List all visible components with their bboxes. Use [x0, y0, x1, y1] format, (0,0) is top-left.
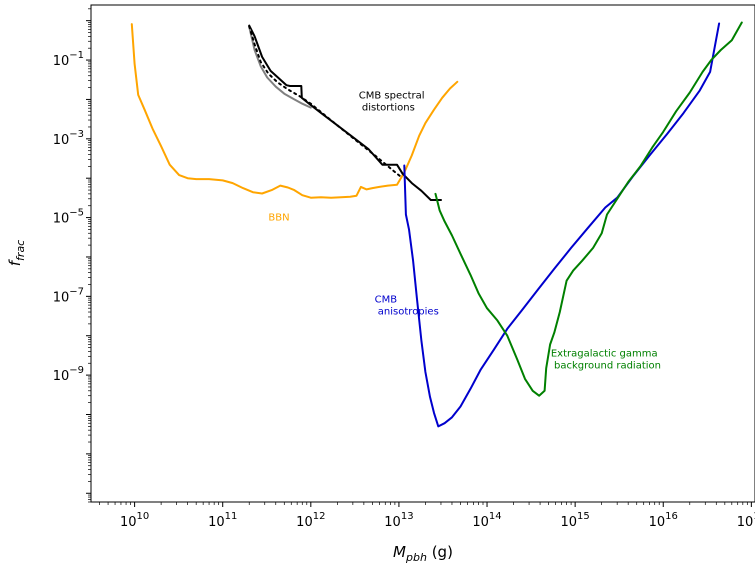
series-line-extragalactic-gamma — [434, 21, 743, 397]
y-tick-label: 10−7 — [53, 286, 84, 305]
x-tick-label: 1015 — [560, 511, 589, 530]
y-tick-label: 10−5 — [53, 208, 84, 227]
annotation-cmb-anisotropies: CMB anisotropies — [375, 294, 439, 317]
annotation-extragalactic-gamma: Extragalactic gamma background radiation — [551, 348, 661, 371]
series-line-cmb-spectral-gray — [248, 25, 312, 109]
x-axis-label: Mpbh (g) — [393, 543, 453, 564]
x-tick-label: 1011 — [208, 511, 237, 530]
x-tick-label: 1016 — [649, 511, 678, 530]
y-axis: 10−1 10−3 10−5 10−7 10−9 — [53, 8, 91, 503]
x-tick-label: 1017 — [737, 511, 755, 530]
series-line-cmb-anisotropies — [403, 22, 721, 428]
annotation-bbn: BBN — [268, 212, 289, 223]
x-axis: 1010 1011 1012 1013 1014 1015 1016 1017 — [99, 502, 755, 530]
annotation-layer: BBN CMB spectral distortions CMB anisotrop… — [268, 91, 661, 372]
series-line-cmb-spectral-main — [248, 24, 442, 201]
x-tick-label: 1013 — [384, 511, 413, 530]
plot-area-frame — [90, 4, 755, 503]
series-layer — [130, 21, 743, 428]
y-tick-label: 10−9 — [53, 365, 84, 384]
x-tick-label: 1014 — [472, 511, 501, 530]
y-tick-label: 10−3 — [53, 129, 84, 148]
x-tick-label: 1010 — [120, 511, 149, 530]
annotation-cmb-spectral: CMB spectral distortions — [359, 91, 425, 114]
x-tick-label: 1012 — [296, 511, 325, 530]
series-line-cmb-spectral-dotted — [248, 25, 404, 180]
series-line-bbn — [130, 23, 459, 199]
y-axis-label: ffrac — [6, 240, 27, 266]
y-tick-label: 10−1 — [53, 50, 84, 69]
